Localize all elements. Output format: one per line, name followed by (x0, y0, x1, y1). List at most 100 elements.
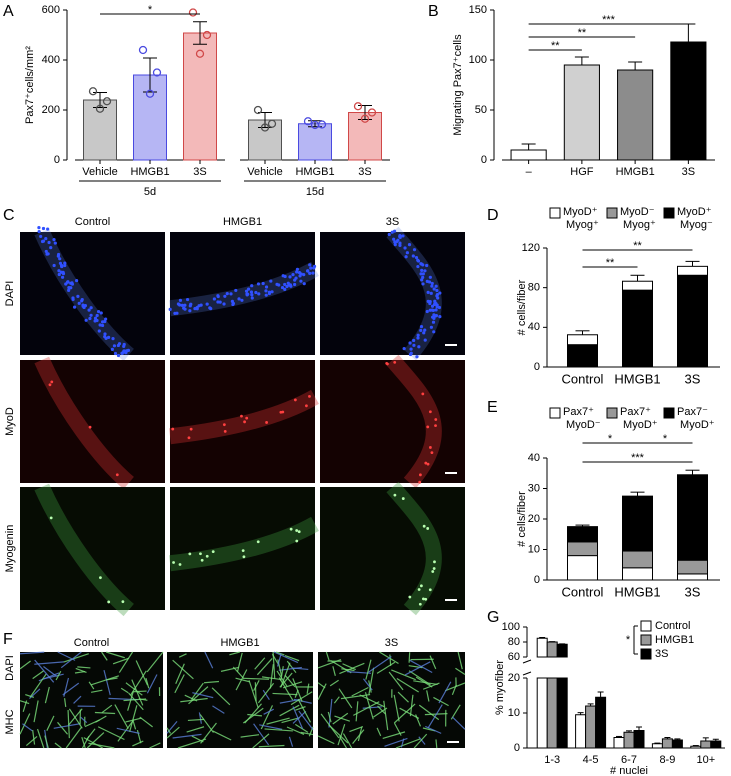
legend-swatch (640, 620, 652, 632)
myotube (355, 701, 359, 722)
myotube (396, 677, 419, 693)
nucleus (250, 296, 254, 300)
myotube (44, 686, 50, 704)
nucleus (428, 588, 432, 592)
myotube (339, 662, 365, 675)
myotube (240, 734, 260, 738)
myotube (178, 653, 187, 658)
error-bar (702, 737, 709, 741)
myotube (279, 704, 300, 717)
bar-segment (567, 555, 598, 581)
nucleus (299, 279, 303, 283)
myotube (263, 708, 275, 715)
myotube (103, 669, 111, 696)
nucleus (422, 331, 426, 335)
nucleus (83, 304, 88, 308)
nucleus (44, 249, 48, 254)
nucleus (56, 252, 61, 257)
nucleus (416, 264, 420, 269)
myotube (77, 666, 91, 669)
nucleus (306, 269, 310, 273)
nucleus (437, 305, 441, 310)
nucleus (398, 233, 402, 238)
legend-swatch (640, 634, 652, 646)
column-label: Control (74, 637, 109, 649)
nucleus (99, 311, 103, 315)
row-label: MHC (4, 709, 16, 734)
myotube (329, 679, 339, 687)
myotube (94, 711, 116, 715)
panel-label: D (487, 207, 499, 224)
significance-label: ** (606, 257, 615, 269)
y-tick-label: 0 (54, 154, 60, 166)
y-tick-label: 60 (508, 651, 520, 663)
nucleus (178, 298, 183, 302)
myotube (300, 731, 314, 736)
nucleus (422, 524, 426, 528)
nucleus (256, 540, 260, 544)
nucleus (229, 292, 233, 296)
bar-segment (567, 344, 598, 368)
legend-label: Control (655, 620, 690, 632)
nucleus (261, 281, 265, 286)
myotube (330, 659, 352, 674)
nucleus (291, 273, 295, 277)
myotube (444, 682, 466, 692)
myotube (297, 698, 312, 723)
myotube (125, 717, 142, 723)
myotube (135, 660, 149, 686)
myotube (429, 655, 437, 670)
myotube (192, 692, 214, 699)
nucleus (256, 282, 261, 286)
myotube (212, 730, 232, 741)
nucleus (112, 344, 117, 348)
nucleus (223, 429, 227, 433)
myotube (43, 673, 64, 680)
nucleus (172, 561, 175, 564)
micrograph (170, 360, 315, 483)
y-tick-label: 20 (528, 513, 540, 525)
legend-label: HMGB1 (655, 634, 694, 646)
nucleus (432, 567, 436, 570)
y-axis-label: # cells/fiber (516, 491, 528, 547)
x-tick-label: HMGB1 (295, 166, 334, 178)
myotube (327, 711, 332, 723)
nucleus (302, 273, 306, 277)
bar (556, 643, 568, 749)
nucleus (434, 314, 439, 318)
legend-label: MyoD⁻ Myog⁺ (620, 206, 656, 231)
myotube (337, 724, 346, 746)
legend-swatch (606, 407, 618, 419)
myotube (294, 689, 299, 698)
error-bar (616, 735, 622, 738)
nucleus (63, 261, 67, 265)
significance-label: ** (551, 40, 560, 52)
myotube (85, 728, 96, 741)
myotube (295, 706, 306, 711)
bar (700, 740, 712, 749)
myotube (145, 677, 150, 689)
myotube (290, 691, 313, 706)
myotube (278, 677, 294, 701)
myotube (75, 667, 87, 674)
myotube (22, 723, 33, 732)
myotube (127, 691, 134, 711)
bar (623, 731, 635, 749)
myotube (376, 661, 396, 674)
myotube (198, 712, 202, 724)
panel-label: E (487, 399, 498, 416)
row-label: MyoD (4, 407, 16, 436)
myotube (19, 651, 45, 655)
y-tick-label: 0 (534, 361, 540, 373)
error-bar (685, 469, 700, 475)
nucleus (234, 288, 238, 293)
myotube (413, 733, 428, 749)
bar-segment (622, 280, 653, 291)
nucleus (216, 294, 220, 298)
nucleus (294, 276, 298, 280)
legend-label: Pax7⁺ MyoD⁺ (620, 406, 658, 431)
nucleus (250, 284, 254, 288)
nucleus (421, 263, 425, 267)
myotube (256, 658, 273, 676)
nucleus (70, 281, 74, 285)
